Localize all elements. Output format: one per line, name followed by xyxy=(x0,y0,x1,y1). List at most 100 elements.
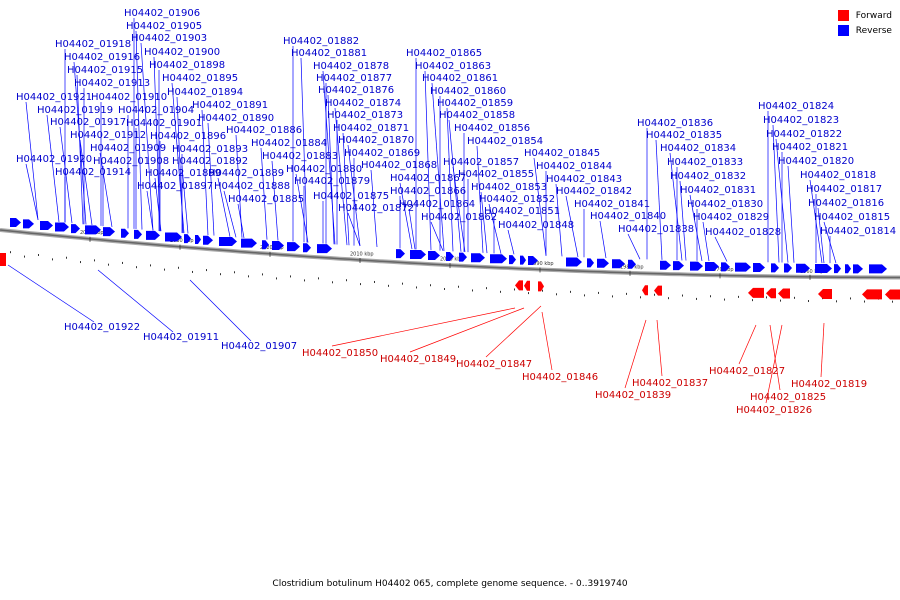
label-connector xyxy=(154,177,162,232)
label-connector xyxy=(25,101,39,220)
dot-tick xyxy=(668,297,669,300)
gene-label-reverse: H04402_01879 xyxy=(294,176,370,187)
dot-tick xyxy=(276,277,277,280)
gene-label-reverse: H04402_01854 xyxy=(467,136,543,147)
reverse-gene-arrow xyxy=(55,222,69,232)
dot-tick xyxy=(598,291,599,294)
scale-tick-label: 2030 kbp xyxy=(170,238,194,244)
label-connector xyxy=(97,269,174,333)
label-connector xyxy=(7,264,95,323)
gene-label-reverse: H04402_01867 xyxy=(390,173,466,184)
reverse-gene-arrow xyxy=(317,244,332,254)
label-connector xyxy=(327,94,335,245)
reverse-gene-arrow xyxy=(134,229,142,239)
label-connector xyxy=(541,311,553,371)
label-connector xyxy=(300,57,308,243)
gene-label-reverse: H04402_01844 xyxy=(536,161,612,172)
reverse-gene-arrow xyxy=(815,263,832,273)
forward-gene-arrow xyxy=(862,289,882,300)
forward-gene-arrow-edge xyxy=(0,253,6,266)
gene-label-reverse: H04402_01917 xyxy=(50,117,126,128)
gene-label-reverse: H04402_01877 xyxy=(316,73,392,84)
gene-label-reverse: H04402_01919 xyxy=(37,105,113,116)
gene-label-reverse: H04402_01862 xyxy=(421,212,497,223)
reverse-gene-arrow xyxy=(428,250,440,260)
reverse-gene-arrow xyxy=(203,235,213,245)
legend: Forward Reverse xyxy=(837,8,892,38)
gene-label-reverse: H04402_01824 xyxy=(758,101,834,112)
reverse-gene-arrow xyxy=(705,261,719,271)
reverse-gene-arrow xyxy=(509,255,516,265)
gene-label-reverse: H04402_01869 xyxy=(344,148,420,159)
forward-gene-arrow xyxy=(524,280,530,291)
reverse-gene-arrow xyxy=(23,219,34,229)
gene-label-reverse: H04402_01868 xyxy=(361,160,437,171)
reverse-gene-arrow xyxy=(272,240,284,250)
reverse-gene-arrow xyxy=(845,264,851,274)
dot-tick xyxy=(724,298,725,301)
gene-label-reverse: H04402_01855 xyxy=(458,169,534,180)
label-connector xyxy=(201,109,209,236)
gene-label-reverse: H04402_01914 xyxy=(55,167,131,178)
gene-label-reverse: H04402_01897 xyxy=(137,181,213,192)
gene-label-reverse: H04402_01901 xyxy=(126,118,202,129)
dot-tick xyxy=(234,271,235,274)
reverse-gene-arrow xyxy=(869,264,887,274)
gene-label-reverse: H04402_01898 xyxy=(149,60,225,71)
dot-tick xyxy=(836,300,837,303)
dot-tick xyxy=(780,299,781,302)
gene-label-forward: H04402_01825 xyxy=(750,392,826,403)
label-connector xyxy=(207,122,215,236)
gene-label-forward: H04402_01827 xyxy=(709,366,785,377)
gene-label-reverse: H04402_01880 xyxy=(286,164,362,175)
label-connector xyxy=(533,157,547,256)
gene-label-forward: H04402_01839 xyxy=(595,390,671,401)
dot-tick xyxy=(52,258,53,261)
gene-label-reverse: H04402_01863 xyxy=(415,61,491,72)
gene-label-reverse: H04402_01864 xyxy=(399,199,475,210)
label-connector xyxy=(399,182,413,250)
gene-label-reverse: H04402_01873 xyxy=(327,110,403,121)
reverse-gene-arrow xyxy=(410,249,426,259)
gene-label-reverse: H04402_01921 xyxy=(16,92,92,103)
dot-tick xyxy=(24,255,25,258)
label-connector xyxy=(702,221,710,262)
dot-tick xyxy=(626,292,627,295)
gene-label-reverse: H04402_01860 xyxy=(430,86,506,97)
gene-label-reverse: H04402_01878 xyxy=(313,61,389,72)
gene-label-reverse: H04402_01822 xyxy=(766,129,842,140)
gene-label-reverse-below: H04402_01911 xyxy=(143,332,219,343)
label-connector xyxy=(271,160,279,241)
gene-label-reverse: H04402_01892 xyxy=(172,156,248,167)
gene-label-reverse: H04402_01817 xyxy=(806,184,882,195)
label-connector xyxy=(342,132,350,246)
label-connector xyxy=(370,169,378,248)
gene-label-reverse: H04402_01866 xyxy=(390,186,466,197)
dot-tick xyxy=(794,296,795,299)
gene-label-reverse: H04402_01896 xyxy=(150,131,226,142)
gene-label-reverse: H04402_01905 xyxy=(126,21,202,32)
reverse-gene-arrow xyxy=(660,260,671,270)
gene-features xyxy=(0,218,900,300)
reverse-gene-arrow xyxy=(612,259,625,269)
gene-label-reverse: H04402_01834 xyxy=(660,143,736,154)
gene-label-reverse: H04402_01900 xyxy=(144,47,220,58)
gene-label-reverse: H04402_01829 xyxy=(693,212,769,223)
dot-tick xyxy=(220,273,221,276)
label-connector xyxy=(237,203,245,238)
gene-label-reverse: H04402_01836 xyxy=(637,118,713,129)
reverse-gene-arrow xyxy=(219,236,237,246)
dot-tick xyxy=(654,293,655,296)
gene-label-reverse: H04402_01918 xyxy=(55,39,131,50)
reverse-gene-arrow xyxy=(396,249,405,259)
label-connector xyxy=(424,70,432,251)
reverse-gene-arrow xyxy=(753,263,765,273)
dot-tick xyxy=(892,300,893,303)
gene-label-reverse: H04402_01875 xyxy=(313,191,389,202)
gene-label-reverse: H04402_01920 xyxy=(16,154,92,165)
gene-label-forward: H04402_01850 xyxy=(302,348,378,359)
legend-reverse-label: Reverse xyxy=(855,25,892,36)
gene-label-reverse: H04402_01845 xyxy=(524,148,600,159)
gene-label-reverse: H04402_01904 xyxy=(118,105,194,116)
reverse-gene-arrow xyxy=(471,253,485,263)
